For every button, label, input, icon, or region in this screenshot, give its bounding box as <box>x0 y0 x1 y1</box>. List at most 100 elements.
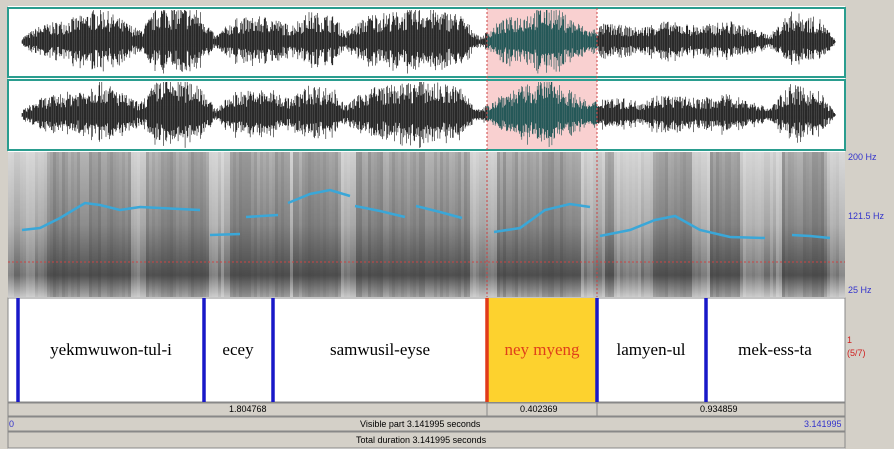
spectrogram-stripe <box>626 152 629 297</box>
spectrogram-stripe <box>713 152 716 297</box>
spectrogram-stripe <box>260 152 263 297</box>
spectrogram-stripe <box>233 152 236 297</box>
visible-start: 0 <box>9 419 14 429</box>
spectrogram-stripe <box>236 152 239 297</box>
spectrogram-stripe <box>599 152 602 297</box>
spectrogram-stripe <box>332 152 335 297</box>
spectrogram-stripe <box>764 152 767 297</box>
spectrogram-stripe <box>62 152 65 297</box>
spectrogram-stripe <box>422 152 425 297</box>
spectrogram-stripe <box>749 152 752 297</box>
duration: 1.804768 <box>229 404 267 414</box>
spectrogram-stripe <box>371 152 374 297</box>
spectrogram-stripe <box>257 152 260 297</box>
interval-label[interactable]: samwusil-eyse <box>330 340 430 360</box>
spectrogram-stripe <box>794 152 797 297</box>
spectrogram-stripe <box>155 152 158 297</box>
spectrogram-stripe <box>38 152 41 297</box>
spectrogram-stripe <box>344 152 347 297</box>
spectrogram-stripe <box>752 152 755 297</box>
interval-label[interactable]: ney myeng <box>504 340 579 360</box>
spectrogram-stripe <box>59 152 62 297</box>
spectrogram-stripe <box>734 152 737 297</box>
spectrogram-stripe <box>80 152 83 297</box>
spectrogram-stripe <box>251 152 254 297</box>
spectrogram-stripe <box>197 152 200 297</box>
interval-label[interactable]: mek-ess-ta <box>738 340 812 360</box>
spectrogram-stripe <box>245 152 248 297</box>
spectrogram-stripe <box>281 152 284 297</box>
spectrogram-stripe <box>335 152 338 297</box>
spectrogram-stripe <box>125 152 128 297</box>
spectrogram-stripe <box>680 152 683 297</box>
spectrogram-stripe <box>65 152 68 297</box>
spectrogram-stripe <box>608 152 611 297</box>
spectrogram-stripe <box>677 152 680 297</box>
spectrogram-stripe <box>416 152 419 297</box>
spectrogram-stripe <box>761 152 764 297</box>
spectrogram-stripe <box>698 152 701 297</box>
spectrogram-stripe <box>242 152 245 297</box>
spectrogram-stripe <box>545 152 548 297</box>
spectrogram-stripe <box>542 152 545 297</box>
spectrogram-stripe <box>176 152 179 297</box>
spectrogram-stripe <box>122 152 125 297</box>
spectrogram-stripe <box>662 152 665 297</box>
spectrogram-stripe <box>89 152 92 297</box>
spectrogram-stripe <box>71 152 74 297</box>
spectrogram-stripe <box>572 152 575 297</box>
spectrogram-stripe <box>179 152 182 297</box>
spectrogram-stripe <box>314 152 317 297</box>
spectrogram-stripe <box>494 152 497 297</box>
spectrogram-stripe <box>158 152 161 297</box>
spectrogram-stripe <box>53 152 56 297</box>
praat-editor: 200 Hz 121.5 Hz 25 Hz yekmwuwon-tul-i ec… <box>0 0 894 449</box>
spectrogram-stripe <box>536 152 539 297</box>
spectrogram-stripe <box>695 152 698 297</box>
spectrogram-stripe <box>146 152 149 297</box>
spectrogram-stripe <box>674 152 677 297</box>
spectrogram-stripe <box>239 152 242 297</box>
spectrogram-stripe <box>101 152 104 297</box>
spectrogram-stripe <box>671 152 674 297</box>
interval-label[interactable]: yekmwuwon-tul-i <box>50 340 172 360</box>
spectrogram-stripe <box>32 152 35 297</box>
spectrogram-stripe <box>347 152 350 297</box>
spectrogram-stripe <box>272 152 275 297</box>
spectrogram-stripe <box>248 152 251 297</box>
spectrogram-stripe <box>224 152 227 297</box>
spectrogram-stripe <box>614 152 617 297</box>
spectrogram-stripe <box>830 152 833 297</box>
spectrogram-stripe <box>518 152 521 297</box>
spectrogram-stripe <box>185 152 188 297</box>
spectrogram-stripe <box>515 152 518 297</box>
spectrogram-stripe <box>353 152 356 297</box>
spectrogram-stripe <box>650 152 653 297</box>
spectrogram-stripe <box>401 152 404 297</box>
spectrogram-stripe <box>389 152 392 297</box>
spectrogram-stripe <box>479 152 482 297</box>
spectrogram-stripe <box>203 152 206 297</box>
spectrogram-stripe <box>95 152 98 297</box>
spectrogram-stripe <box>575 152 578 297</box>
spectrogram-stripe <box>167 152 170 297</box>
spectrogram-stripe <box>758 152 761 297</box>
interval-label[interactable]: lamyen-ul <box>617 340 686 360</box>
spectrogram-stripe <box>716 152 719 297</box>
spectrogram-stripe <box>302 152 305 297</box>
spectrogram-stripe <box>290 152 293 297</box>
spectrogram-stripe <box>617 152 620 297</box>
spectrogram-stripe <box>320 152 323 297</box>
spectrogram-stripe <box>419 152 422 297</box>
spectrogram-stripe <box>824 152 827 297</box>
interval-label[interactable]: ecey <box>222 340 253 360</box>
spectrogram-stripe <box>683 152 686 297</box>
spectrogram-stripe <box>659 152 662 297</box>
spectrogram-stripe <box>584 152 587 297</box>
spectrogram-stripe <box>653 152 656 297</box>
spectrogram-stripe <box>797 152 800 297</box>
spectrogram-stripe <box>149 152 152 297</box>
spectrogram-stripe <box>668 152 671 297</box>
spectrogram-stripe <box>497 152 500 297</box>
spectrogram-stripe <box>770 152 773 297</box>
